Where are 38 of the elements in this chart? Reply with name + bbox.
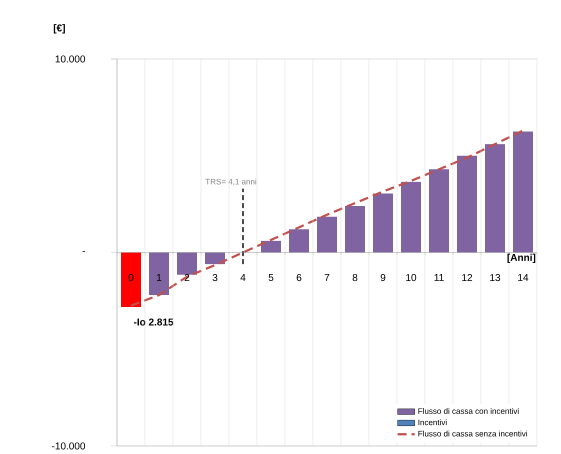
x-tick-label: 5 xyxy=(268,274,274,281)
x-tick-label: 11 xyxy=(434,274,444,281)
y-tick-label: - xyxy=(82,250,86,252)
bar xyxy=(177,252,198,275)
y-axis-title: [€] xyxy=(54,24,65,34)
x-tick-label: 3 xyxy=(212,274,218,282)
x-tick-label: 10 xyxy=(406,274,416,282)
legend-label: Incentivi xyxy=(418,419,447,426)
legend-label: Flusso di cassa senza incentivi xyxy=(418,430,528,436)
bar xyxy=(485,144,505,252)
x-tick-label: 1 xyxy=(156,274,162,281)
ref-line-label: TRS= 4,1 anni xyxy=(205,178,256,186)
bar xyxy=(345,206,366,252)
y-tick-label: -10.000 xyxy=(52,442,86,450)
x-tick-label: 9 xyxy=(380,274,386,282)
x-tick-label: 8 xyxy=(352,274,358,282)
bar xyxy=(373,193,394,252)
bar xyxy=(289,229,310,252)
bar xyxy=(429,169,450,252)
x-tick-label: 2 xyxy=(184,274,190,282)
x-tick-label: 7 xyxy=(324,274,330,281)
bar xyxy=(317,216,337,252)
bar xyxy=(401,182,421,252)
x-axis-title: [Anni] xyxy=(507,254,536,264)
x-tick-label: 0 xyxy=(128,274,134,282)
y-tick-label: 10.000 xyxy=(56,55,86,63)
annotation: -Io 2.815 xyxy=(134,318,174,326)
bar xyxy=(121,252,142,307)
x-tick-label: 13 xyxy=(490,274,500,282)
legend-label: Flusso di cassa con incentivi xyxy=(418,408,519,414)
x-tick-label: 4 xyxy=(240,274,246,281)
bar xyxy=(513,132,533,252)
x-tick-label: 14 xyxy=(518,274,528,281)
bar xyxy=(149,252,170,296)
x-tick-label: 6 xyxy=(296,274,302,282)
bar xyxy=(261,240,282,252)
x-tick-label: 12 xyxy=(462,274,472,282)
bar xyxy=(457,156,477,252)
